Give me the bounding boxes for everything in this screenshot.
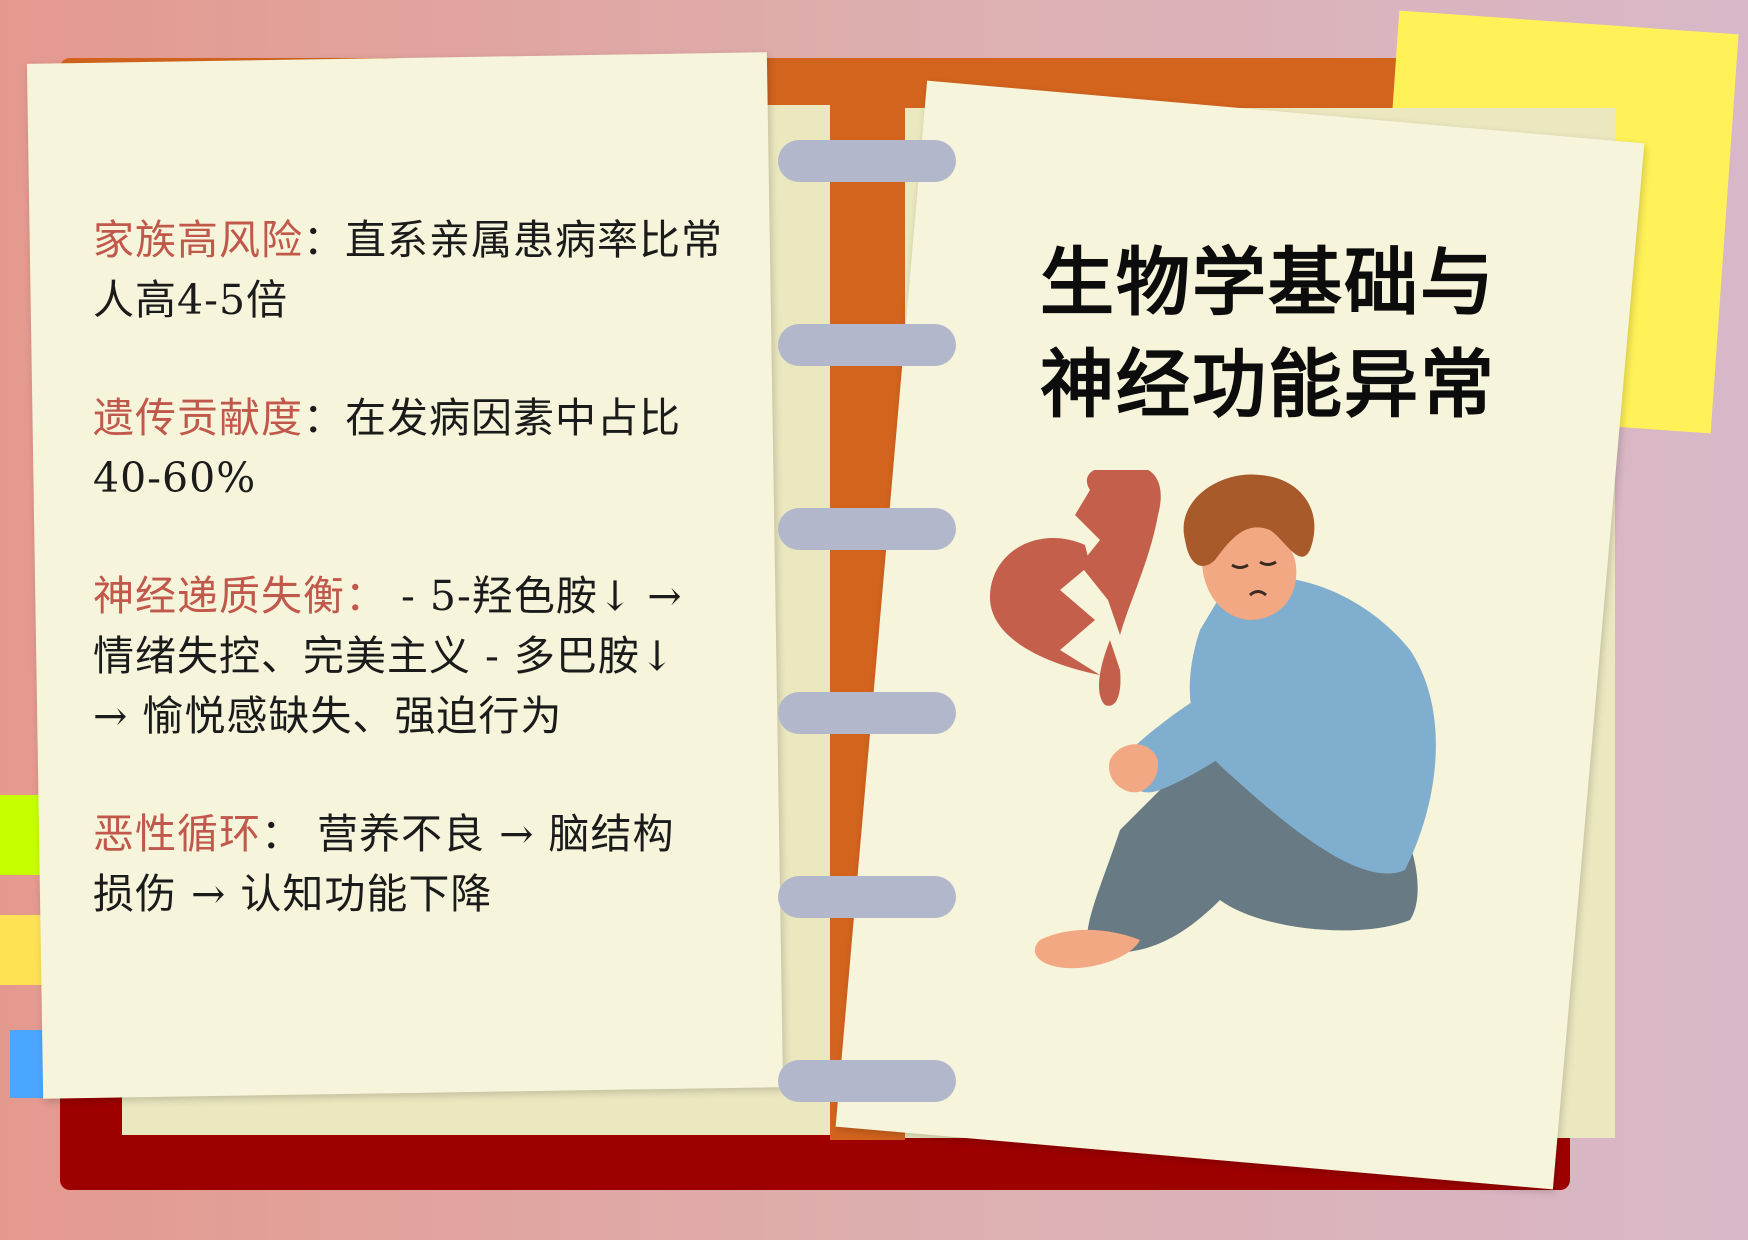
item-text: 营养不良 → 脑结构 bbox=[303, 810, 675, 858]
item-neurotransmitter: 神经递质失衡： - 5-羟色胺↓ → 情绪失控、完美主义 - 多巴胺↓ → 愉悦… bbox=[93, 566, 773, 746]
item-genetic-contribution: 遗传贡献度：在发病因素中占比 40-60% bbox=[93, 388, 773, 508]
page-title: 生物学基础与 神经功能异常 bbox=[1040, 232, 1520, 436]
title-line: 神经功能异常 bbox=[1040, 342, 1496, 428]
sad-person-illustration-icon bbox=[989, 470, 1436, 969]
item-label: 恶性循环 bbox=[93, 810, 261, 858]
item-text: 损伤 → 认知功能下降 bbox=[93, 870, 493, 918]
binder-ring bbox=[778, 876, 956, 918]
binder-ring bbox=[778, 140, 956, 182]
item-text: 直系亲属患病率比常 bbox=[345, 216, 723, 264]
item-separator: ： bbox=[261, 810, 303, 858]
item-label: 家族高风险 bbox=[93, 216, 303, 264]
item-label: 神经递质失衡： bbox=[93, 572, 387, 620]
title-line: 生物学基础与 bbox=[1040, 240, 1496, 326]
item-separator: ： bbox=[303, 394, 345, 442]
binder-ring bbox=[778, 508, 956, 550]
item-vicious-cycle: 恶性循环： 营养不良 → 脑结构 损伤 → 认知功能下降 bbox=[93, 804, 773, 924]
binder-ring bbox=[778, 692, 956, 734]
item-text: 情绪失控、完美主义 - 多巴胺↓ bbox=[93, 632, 676, 680]
binder-ring bbox=[778, 1060, 956, 1102]
item-text: 在发病因素中占比 bbox=[345, 394, 681, 442]
item-text: → 愉悦感缺失、强迫行为 bbox=[93, 692, 563, 740]
broken-heart-icon bbox=[989, 470, 1161, 706]
item-label: 遗传贡献度 bbox=[93, 394, 303, 442]
item-text: 40-60% bbox=[93, 454, 257, 502]
left-page-content: 家族高风险：直系亲属患病率比常 人高4-5倍 遗传贡献度：在发病因素中占比 40… bbox=[93, 210, 773, 982]
binder-ring bbox=[778, 324, 956, 366]
item-separator: ： bbox=[303, 216, 345, 264]
item-text: 人高4-5倍 bbox=[93, 276, 289, 324]
item-text: - 5-羟色胺↓ → bbox=[387, 572, 683, 620]
item-family-risk: 家族高风险：直系亲属患病率比常 人高4-5倍 bbox=[93, 210, 773, 330]
